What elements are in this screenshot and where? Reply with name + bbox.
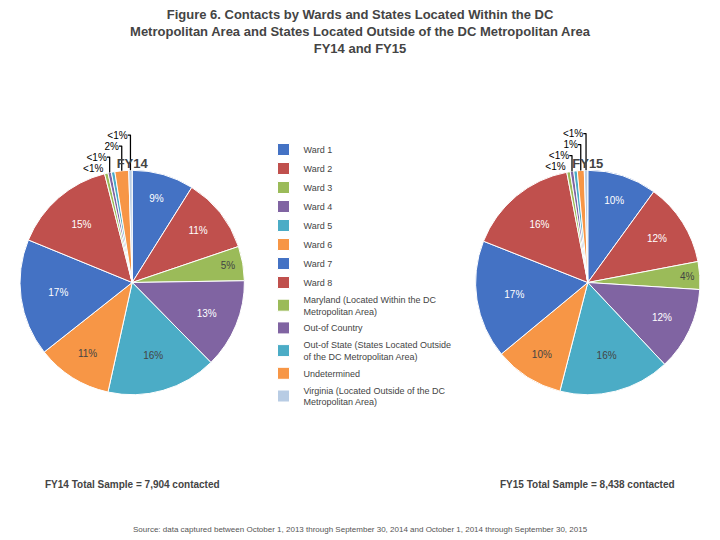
svg-text:Out-of Country: Out-of Country [304,323,364,333]
svg-text:17%: 17% [504,289,524,300]
svg-text:FY14 Total Sample = 7,904 cont: FY14 Total Sample = 7,904 contacted [45,479,220,490]
svg-text:12%: 12% [652,312,672,323]
svg-text:4%: 4% [680,271,695,282]
svg-text:<1%: <1% [83,163,103,174]
svg-text:<1%: <1% [87,152,107,163]
svg-text:<1%: <1% [563,128,583,139]
svg-text:13%: 13% [197,308,217,319]
svg-text:Ward 4: Ward 4 [304,202,333,212]
svg-text:Undetermined: Undetermined [304,369,361,379]
svg-text:Figure 6. Contacts by Wards an: Figure 6. Contacts by Wards and States L… [130,7,591,56]
svg-text:Ward 7: Ward 7 [304,259,333,269]
svg-text:Ward 5: Ward 5 [304,221,333,231]
svg-text:2%: 2% [104,141,119,152]
svg-text:9%: 9% [149,193,164,204]
svg-text:<1%: <1% [549,150,569,161]
svg-text:5%: 5% [221,260,236,271]
svg-text:Virginia (Located Outside of t: Virginia (Located Outside of the DCMetro… [304,386,446,408]
svg-text:Ward 6: Ward 6 [304,240,333,250]
svg-text:Maryland (Located Within the D: Maryland (Located Within the DCMetropoli… [304,295,437,317]
svg-text:10%: 10% [604,195,624,206]
svg-text:Source: data captured between: Source: data captured between October 1,… [133,525,588,534]
svg-text:Ward 2: Ward 2 [304,164,333,174]
svg-text:1%: 1% [563,139,578,150]
svg-text:12%: 12% [647,233,667,244]
svg-text:Ward 3: Ward 3 [304,183,333,193]
svg-text:FY14: FY14 [117,156,149,171]
svg-text:11%: 11% [78,348,97,359]
svg-text:FY15: FY15 [572,156,603,171]
svg-text:16%: 16% [143,350,163,361]
svg-text:Ward 8: Ward 8 [304,278,333,288]
svg-text:<1%: <1% [107,130,127,141]
svg-text:10%: 10% [532,349,552,360]
svg-text:15%: 15% [71,219,91,230]
svg-text:11%: 11% [188,225,207,236]
svg-text:Ward 1: Ward 1 [304,145,333,155]
svg-text:16%: 16% [529,219,549,230]
svg-text:Out-of State (States Located O: Out-of State (States Located Outsideof t… [304,340,452,362]
svg-text:17%: 17% [48,287,68,298]
svg-text:<1%: <1% [545,161,565,172]
svg-text:16%: 16% [597,350,617,361]
svg-text:FY15 Total Sample = 8,438 cont: FY15 Total Sample = 8,438 contacted [500,479,675,490]
